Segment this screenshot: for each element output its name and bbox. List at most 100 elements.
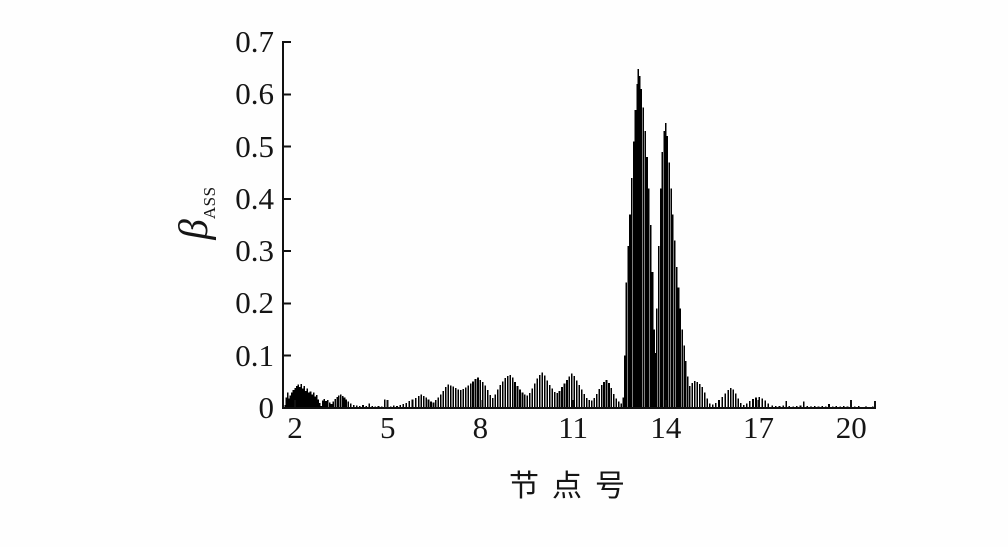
bar xyxy=(785,401,788,408)
bar xyxy=(553,391,556,408)
bar xyxy=(603,381,605,408)
bar xyxy=(352,404,355,408)
bar xyxy=(309,391,312,408)
bar xyxy=(343,397,346,408)
bar xyxy=(668,162,671,408)
bar xyxy=(585,398,588,408)
bar xyxy=(411,399,414,408)
bar xyxy=(627,245,629,408)
bar xyxy=(749,401,751,408)
beta-subscript: ASS xyxy=(200,186,219,220)
bar xyxy=(802,401,805,408)
bar xyxy=(420,394,422,408)
bar xyxy=(312,392,315,408)
bar xyxy=(654,353,657,408)
bar xyxy=(315,394,318,408)
bar xyxy=(703,392,706,408)
beta-symbol: β xyxy=(170,219,216,240)
bar xyxy=(405,402,408,408)
bar xyxy=(761,398,764,408)
bar xyxy=(670,188,672,408)
bar xyxy=(799,405,802,408)
bar xyxy=(551,388,553,408)
bar xyxy=(576,380,578,408)
bar xyxy=(521,392,524,408)
bar xyxy=(487,390,489,408)
bar xyxy=(339,394,342,408)
bar xyxy=(323,399,326,408)
bar xyxy=(435,400,437,408)
bar xyxy=(462,389,464,408)
bar xyxy=(541,372,544,408)
bar xyxy=(706,398,709,408)
bar xyxy=(492,398,494,408)
bar xyxy=(571,373,573,408)
bar xyxy=(437,397,440,408)
bar xyxy=(332,401,335,408)
bar xyxy=(634,109,637,408)
bar xyxy=(563,383,566,408)
bar xyxy=(317,399,320,408)
bar xyxy=(449,385,452,408)
bar xyxy=(504,378,506,408)
bar xyxy=(828,403,830,408)
y-axis-label: βASS xyxy=(164,83,222,343)
bar xyxy=(286,392,289,408)
bar xyxy=(771,405,773,408)
bar xyxy=(558,390,561,408)
bar xyxy=(414,398,417,408)
bar xyxy=(739,402,742,408)
bar xyxy=(568,376,571,408)
bar xyxy=(605,379,608,408)
bar xyxy=(454,388,457,408)
bar xyxy=(479,379,482,408)
bar xyxy=(742,404,745,408)
bar xyxy=(618,401,620,408)
bar xyxy=(701,387,704,408)
bar xyxy=(284,404,286,408)
bar xyxy=(347,401,349,408)
bar xyxy=(334,399,337,408)
bar xyxy=(711,404,714,408)
bar xyxy=(679,308,682,408)
bar xyxy=(653,329,655,408)
bar xyxy=(546,380,548,408)
bar xyxy=(620,403,623,408)
bar xyxy=(529,392,531,408)
bar xyxy=(691,382,694,408)
bar xyxy=(514,381,516,408)
bar xyxy=(305,390,307,408)
bar xyxy=(430,401,432,408)
bar xyxy=(675,266,678,408)
bar xyxy=(642,107,645,409)
bar xyxy=(402,403,404,408)
bar xyxy=(432,402,435,408)
bar xyxy=(696,381,699,408)
bar xyxy=(484,385,487,408)
bar xyxy=(306,388,309,408)
bar xyxy=(715,402,717,408)
bars xyxy=(284,69,874,409)
bar xyxy=(727,390,730,408)
bar xyxy=(666,136,669,409)
bar xyxy=(629,214,631,408)
bar xyxy=(506,376,509,408)
bar xyxy=(610,388,613,408)
bar xyxy=(651,272,654,408)
bar xyxy=(338,395,340,408)
bar xyxy=(734,393,737,408)
bar xyxy=(425,397,427,408)
bar xyxy=(708,403,711,408)
bar xyxy=(489,394,492,408)
bar xyxy=(590,400,593,408)
bar xyxy=(632,141,635,408)
bar xyxy=(573,376,576,408)
bar xyxy=(689,386,691,408)
bar xyxy=(440,394,442,408)
bar xyxy=(600,384,603,408)
bar xyxy=(511,377,514,408)
bar xyxy=(663,130,666,408)
bar xyxy=(745,403,748,408)
bar xyxy=(349,403,352,408)
bar xyxy=(472,381,474,408)
